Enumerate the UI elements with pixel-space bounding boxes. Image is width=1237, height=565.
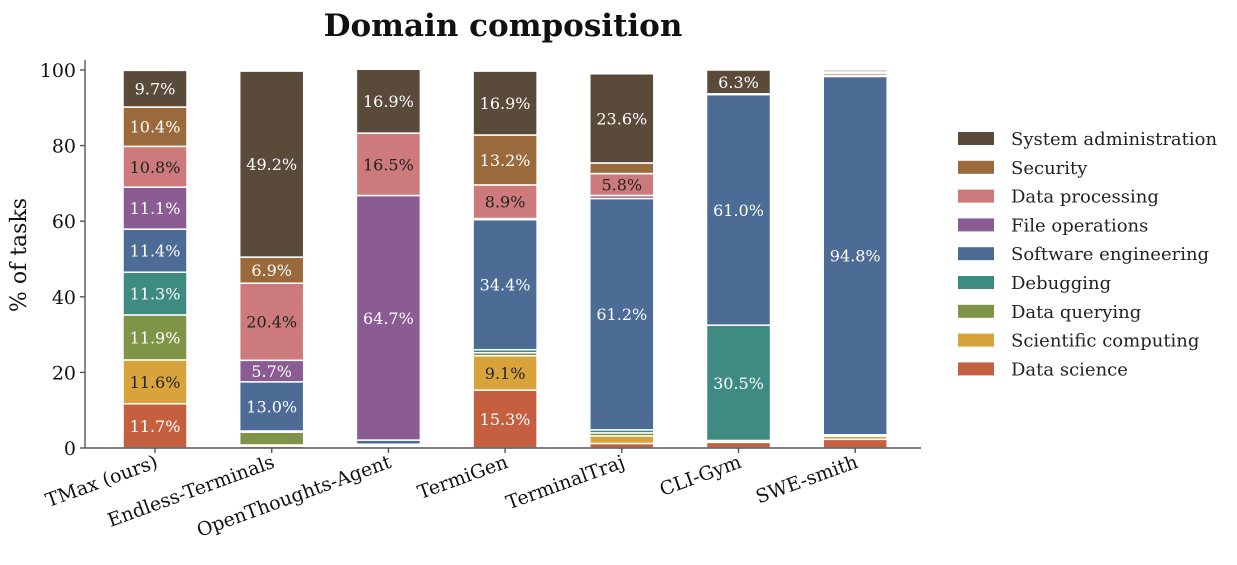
legend-label-data-querying: Data querying <box>1011 302 1141 323</box>
bar-segment-termigen-data-processing <box>472 184 538 220</box>
data-label: 13.2% <box>480 151 531 170</box>
bar-segment-endless-terminals-system-administration <box>238 70 305 258</box>
legend-swatch-system-administration <box>958 132 994 145</box>
bar-segment-swe-smith-software-engineering <box>822 75 888 436</box>
data-label: 11.6% <box>130 373 181 392</box>
data-label: 6.9% <box>251 261 292 280</box>
data-label: 13.0% <box>246 397 297 416</box>
chart-title: Domain composition <box>324 8 683 44</box>
x-tick-label-terminaltraj: TerminalTraj <box>503 451 627 514</box>
legend-swatch-security <box>958 160 994 174</box>
x-tick-label-cli-gym: CLI-Gym <box>657 451 744 501</box>
data-label: 15.3% <box>480 410 531 429</box>
data-label: 6.3% <box>718 73 759 92</box>
y-tick-label: 0 <box>64 438 76 460</box>
bar-segment-openthoughts-agent-system-administration <box>355 68 422 134</box>
bar-segment-terminaltraj-system-administration <box>589 73 655 164</box>
data-label: 16.9% <box>363 92 414 111</box>
bar-segment-termigen-scientific-computing <box>472 355 538 391</box>
y-tick-label: 40 <box>52 287 76 309</box>
y-tick-label: 100 <box>40 60 76 82</box>
bar-segment-cli-gym-software-engineering <box>705 93 772 326</box>
legend-swatch-debugging <box>958 276 994 289</box>
legend-label-system-administration: System administration <box>1011 129 1217 150</box>
data-label: 11.1% <box>130 199 181 218</box>
bar-segment-endless-terminals-data-querying <box>238 431 305 446</box>
bar-segment-swe-smith-data-science <box>822 438 888 449</box>
data-label: 11.7% <box>130 417 181 436</box>
bar-segment-terminaltraj-software-engineering <box>589 197 655 431</box>
bar-segment-termigen-system-administration <box>472 70 538 136</box>
data-label: 5.8% <box>601 176 642 195</box>
x-tick-label-termigen: TermiGen <box>415 451 511 504</box>
bar-segment-tmax-ours-data-science <box>122 403 188 449</box>
bars-group: 11.7% 11.6% 11.9% 11.3% 11.4% 11.1% 10.8% 10.4%… <box>122 68 888 449</box>
y-axis-label: % of tasks <box>7 198 32 312</box>
legend-swatch-file-operations <box>958 218 994 232</box>
data-label: 34.4% <box>480 276 531 295</box>
legend-label-security: Security <box>1011 158 1088 179</box>
data-label: 94.8% <box>830 247 881 266</box>
x-tick-label-swe-smith: SWE-smith <box>753 451 861 508</box>
y-tick-label: 20 <box>52 362 76 384</box>
legend-label-debugging: Debugging <box>1011 273 1111 294</box>
legend-label-data-processing: Data processing <box>1011 187 1159 208</box>
bar-segment-tmax-ours-scientific-computing <box>122 359 188 405</box>
x-tick-label-openthoughts-agent: OpenThoughts-Agent <box>194 451 395 542</box>
legend-swatch-data-querying <box>958 304 994 318</box>
y-tick-label: 60 <box>52 211 76 233</box>
data-label: 9.7% <box>135 80 176 99</box>
bar-segment-tmax-ours-data-processing <box>122 145 188 188</box>
data-label: 11.3% <box>130 285 181 304</box>
data-label: 8.9% <box>485 193 526 212</box>
bar-segment-tmax-ours-software-engineering <box>122 228 188 273</box>
bar-segment-tmax-ours-security <box>122 106 188 148</box>
data-label: 49.2% <box>246 155 297 174</box>
legend-swatch-data-processing <box>958 189 994 203</box>
data-label: 64.7% <box>363 309 414 328</box>
bar-segment-openthoughts-agent-file-operations <box>355 194 422 441</box>
data-label: 23.6% <box>596 109 647 128</box>
data-label: 16.5% <box>363 155 414 174</box>
legend-label-software-engineering: Software engineering <box>1011 244 1209 265</box>
bar-segment-terminaltraj-security <box>589 162 655 175</box>
data-label: 5.7% <box>251 362 292 381</box>
legend: System administration Security Data proces… <box>958 129 1217 380</box>
bar-segment-swe-smith-system-administration <box>822 69 888 73</box>
bar-segment-tmax-ours-file-operations <box>122 186 188 230</box>
legend-label-data-science: Data science <box>1011 359 1128 380</box>
data-label: 20.4% <box>246 313 297 332</box>
data-label: 30.5% <box>713 374 764 393</box>
data-label: 9.1% <box>485 364 526 383</box>
legend-label-file-operations: File operations <box>1011 215 1148 236</box>
legend-swatch-scientific-computing <box>958 333 994 347</box>
bar-segment-tmax-ours-system-administration <box>122 69 188 108</box>
bar-segment-termigen-data-science <box>472 389 538 449</box>
bar-segment-openthoughts-agent-data-processing <box>355 132 422 197</box>
data-label: 10.4% <box>130 118 181 137</box>
data-label: 10.8% <box>130 158 181 177</box>
bar-segment-endless-terminals-software-engineering <box>238 381 305 432</box>
data-label: 61.0% <box>713 201 764 220</box>
bar-segment-tmax-ours-debugging <box>122 271 188 316</box>
data-label: 16.9% <box>480 94 531 113</box>
data-label: 11.4% <box>130 242 181 261</box>
bar-segment-termigen-software-engineering <box>472 218 538 351</box>
y-tick-label: 80 <box>52 136 76 158</box>
bar-segment-cli-gym-system-administration <box>705 69 772 95</box>
data-label: 11.9% <box>130 328 181 347</box>
data-label: 61.2% <box>596 305 647 324</box>
bar-segment-endless-terminals-security <box>238 256 305 284</box>
legend-label-scientific-computing: Scientific computing <box>1011 331 1199 352</box>
legend-swatch-software-engineering <box>958 247 994 261</box>
bar-segment-cli-gym-data-science <box>705 441 772 449</box>
bar-segment-terminaltraj-scientific-computing <box>589 435 655 445</box>
legend-swatch-data-science <box>958 362 994 376</box>
bar-segment-endless-terminals-data-processing <box>238 282 305 362</box>
